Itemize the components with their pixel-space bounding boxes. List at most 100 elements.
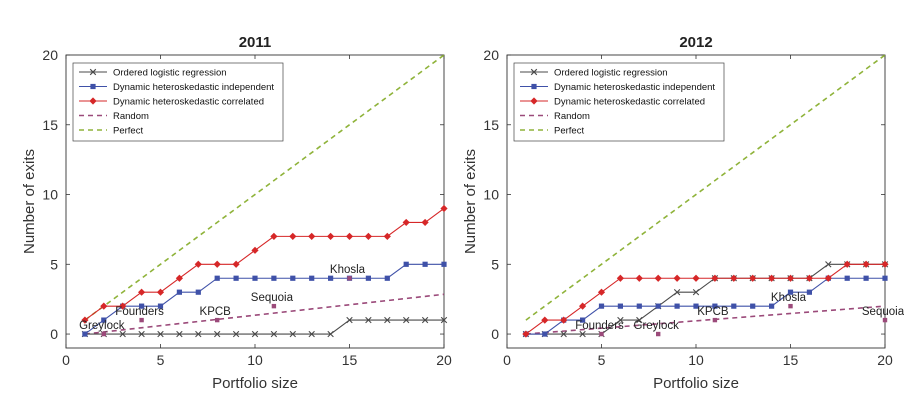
data-point-1 xyxy=(598,303,605,309)
x-tick-label: 10 xyxy=(688,352,704,368)
x-tick-label: 0 xyxy=(62,352,70,368)
y-tick-label: 20 xyxy=(483,47,499,63)
annotation-marker xyxy=(788,303,793,309)
data-point-0 xyxy=(138,330,145,338)
data-point-0 xyxy=(421,316,429,324)
data-point-1 xyxy=(290,275,296,281)
annotation-marker xyxy=(712,317,718,323)
data-point-2 xyxy=(635,274,643,282)
data-point-1 xyxy=(176,289,182,295)
y-tick-label: 10 xyxy=(483,187,499,203)
data-point-1 xyxy=(636,303,642,309)
annotation-marker xyxy=(656,331,661,337)
data-point-0 xyxy=(440,316,448,324)
annotation-label: Sequoia xyxy=(251,292,294,304)
x-tick-label: 5 xyxy=(598,352,606,368)
data-point-0 xyxy=(579,330,586,338)
data-point-1 xyxy=(731,303,737,309)
data-point-2 xyxy=(616,274,624,282)
x-tick-label: 15 xyxy=(783,352,799,368)
annotation-label: Founders xyxy=(115,306,164,318)
y-axis-label: Number of exits xyxy=(21,149,38,254)
data-point-0 xyxy=(308,330,315,338)
data-point-0 xyxy=(327,330,334,338)
data-point-2 xyxy=(768,274,776,282)
data-point-1 xyxy=(252,275,258,281)
legend-entry: Random xyxy=(554,111,590,122)
data-point-0 xyxy=(636,316,643,324)
data-point-2 xyxy=(156,288,165,296)
data-point-1 xyxy=(271,275,277,281)
data-point-2 xyxy=(100,302,108,310)
annotation-label: KPCB xyxy=(697,306,729,318)
legend-box xyxy=(72,62,284,142)
data-point-2 xyxy=(805,274,813,282)
data-point-0 xyxy=(384,316,391,324)
series-line-1 xyxy=(525,277,885,335)
y-tick-label: 5 xyxy=(491,256,499,272)
annotation-label: Sequoia xyxy=(862,306,904,318)
series-line-3 xyxy=(84,293,445,335)
data-point-1 xyxy=(806,289,812,295)
data-point-2 xyxy=(786,274,795,282)
y-tick-label: 10 xyxy=(42,187,58,203)
series-line-0 xyxy=(84,319,444,335)
data-point-1 xyxy=(693,303,699,309)
annotation-marker xyxy=(215,317,220,323)
data-point-2 xyxy=(522,330,530,338)
series-line-1 xyxy=(84,263,444,335)
data-point-1 xyxy=(882,275,888,281)
legend-entry: Dynamic heteroskedastic independent xyxy=(113,82,274,93)
series-line-4 xyxy=(525,54,886,321)
chart-panel-2012: 0 5 10 15 20 0 5 10 15 20 2012 Portfolio size Number… xyxy=(462,34,904,392)
x-tick-label: 5 xyxy=(157,352,165,368)
data-point-1 xyxy=(863,275,869,281)
y-tick-label: 15 xyxy=(483,117,499,133)
data-point-1 xyxy=(157,303,164,309)
data-point-2 xyxy=(138,288,146,296)
legend-entry: Random xyxy=(113,111,149,122)
data-point-1 xyxy=(617,303,623,309)
data-point-2 xyxy=(194,260,202,268)
data-point-2 xyxy=(308,232,316,240)
legend-entry: Dynamic heteroskedastic correlated xyxy=(554,97,705,108)
data-point-2 xyxy=(824,274,832,282)
x-axis-label: Portfolio size xyxy=(212,375,298,392)
data-point-2 xyxy=(383,232,391,240)
legend-entry: Perfect xyxy=(554,126,584,137)
data-point-0 xyxy=(365,316,372,324)
annotation-label: Greylock xyxy=(79,320,125,332)
data-point-2 xyxy=(881,260,889,268)
x-tick-label: 20 xyxy=(436,352,452,368)
data-point-0 xyxy=(157,330,164,338)
chart-title: 2011 xyxy=(239,34,272,51)
x-tick-label: 10 xyxy=(247,352,263,368)
chart-title: 2012 xyxy=(679,34,712,51)
data-point-0 xyxy=(270,330,278,338)
annotation-marker xyxy=(599,331,604,337)
data-point-1 xyxy=(195,289,201,295)
data-point-2 xyxy=(327,232,335,240)
series-line-4 xyxy=(84,54,445,321)
data-point-2 xyxy=(730,274,738,282)
data-point-2 xyxy=(402,218,410,227)
data-point-2 xyxy=(579,302,587,310)
annotation-marker xyxy=(101,331,106,337)
data-point-0 xyxy=(346,316,353,324)
legend-marker xyxy=(530,68,538,76)
data-point-0 xyxy=(251,330,259,338)
legend-marker xyxy=(531,83,537,90)
annotation-label: Khosla xyxy=(771,292,807,304)
y-axis-label: Number of exits xyxy=(462,149,479,254)
legend-marker xyxy=(530,97,538,105)
annotation-marker xyxy=(139,317,144,323)
data-point-2 xyxy=(440,204,448,213)
data-point-0 xyxy=(214,330,221,338)
data-point-0 xyxy=(403,316,410,324)
data-point-1 xyxy=(139,303,145,309)
series-line-3 xyxy=(525,305,886,335)
data-point-0 xyxy=(289,330,296,338)
y-tick-label: 15 xyxy=(42,117,58,133)
